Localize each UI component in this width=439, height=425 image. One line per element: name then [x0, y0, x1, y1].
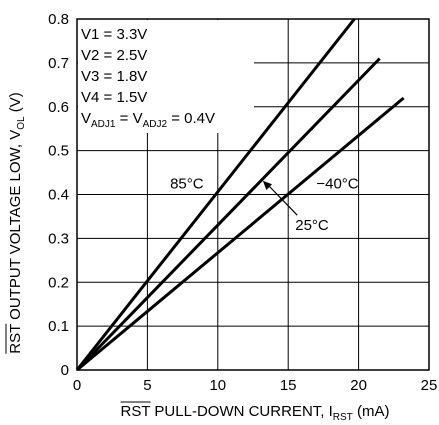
series-line-2: [76, 96, 405, 372]
annotation-85c: 85°C: [170, 176, 204, 193]
annotation-minus40c: −40°C: [316, 176, 358, 193]
x-tick-label: 25: [421, 377, 438, 394]
conditions-block: V1 = 3.3V V2 = 2.5V V3 = 1.8V V4 = 1.5V …: [81, 26, 215, 130]
annotation-25c-pointer: [266, 183, 298, 216]
y-tick-label: 0.7: [48, 55, 69, 72]
y-tick-label: 0.4: [48, 187, 69, 204]
y-tick-label: 0.1: [48, 318, 69, 335]
x-axis-title: RST PULL-DOWN CURRENT, IRST (mA): [121, 403, 390, 423]
x-tick-labels: 0 5 10 15 20 25: [73, 377, 438, 394]
plot-frame: [76, 18, 430, 371]
condition-line-v1: V1 = 3.3V: [81, 26, 147, 43]
x-tick-label: 0: [73, 377, 81, 394]
x-tick-label: 10: [209, 377, 226, 394]
series-lines: [75, 18, 405, 372]
x-tick-label: 20: [350, 377, 367, 394]
condition-line-vadj: VADJ1 = VADJ2 = 0.4V: [81, 110, 215, 130]
y-axis-title: RST OUTPUT VOLTAGE LOW, VOL (V): [7, 92, 27, 353]
y-tick-label: 0.8: [48, 11, 69, 28]
condition-line-v2: V2 = 2.5V: [81, 47, 147, 64]
y-tick-labels: 0 0.1 0.2 0.3 0.4 0.5 0.6 0.7 0.8: [48, 11, 69, 379]
y-tick-label: 0.2: [48, 274, 69, 291]
series-annotations: 85°C 25°C −40°C: [170, 176, 359, 235]
series-line-0: [75, 18, 356, 371]
annotation-25c: 25°C: [295, 217, 329, 234]
condition-line-v4: V4 = 1.5V: [81, 89, 147, 106]
y-tick-label: 0: [61, 362, 69, 379]
annotation-25c-arrowhead: [262, 180, 273, 190]
x-tick-label: 5: [143, 377, 151, 394]
condition-line-v3: V3 = 1.8V: [81, 68, 147, 85]
y-tick-label: 0.3: [48, 230, 69, 247]
y-tick-label: 0.6: [48, 99, 69, 116]
conditions-background: [78, 20, 254, 133]
y-tick-label: 0.5: [48, 143, 69, 160]
x-tick-label: 15: [280, 377, 297, 394]
series-line-1: [75, 57, 381, 372]
